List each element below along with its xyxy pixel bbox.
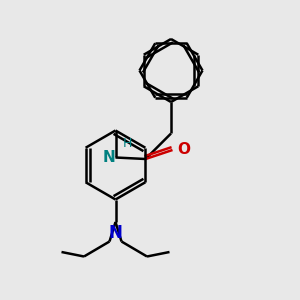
- Text: N: N: [103, 150, 116, 165]
- Text: H: H: [123, 137, 132, 150]
- Text: O: O: [177, 142, 190, 158]
- Text: N: N: [109, 224, 122, 242]
